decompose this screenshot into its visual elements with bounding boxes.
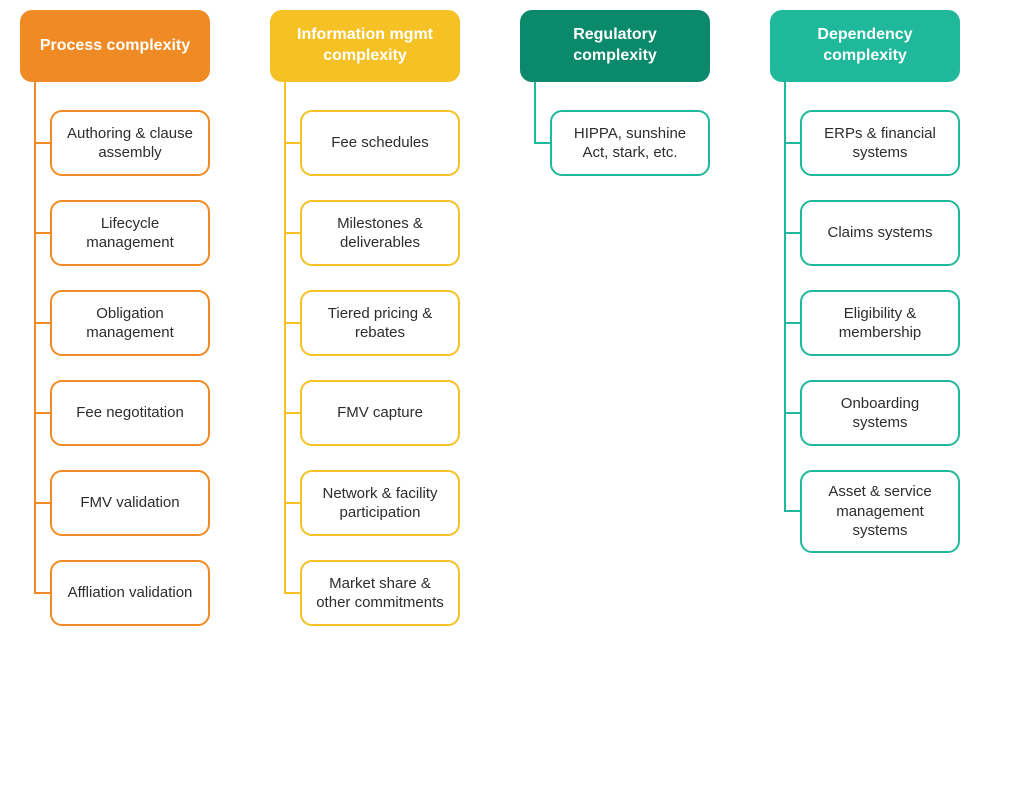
connector-horizontal xyxy=(36,322,52,324)
column-3: Dependency complexity ERPs & financial sy… xyxy=(770,10,960,626)
column-header: Process complexity xyxy=(20,10,210,82)
connector-vertical xyxy=(34,82,36,594)
column-header: Dependency complexity xyxy=(770,10,960,82)
column-header: Information mgmt complexity xyxy=(270,10,460,82)
connector-vertical xyxy=(284,82,286,594)
column-1: Information mgmt complexity Fee schedules… xyxy=(270,10,460,626)
connector-horizontal xyxy=(36,412,52,414)
connector-horizontal xyxy=(786,412,802,414)
connector-horizontal xyxy=(36,142,52,144)
column-2: Regulatory complexity HIPPA, sunshine Act… xyxy=(520,10,710,626)
connector-vertical xyxy=(784,82,786,512)
tree-item: Fee schedules xyxy=(300,110,460,176)
connector-vertical xyxy=(534,82,536,144)
connector-horizontal xyxy=(286,592,302,594)
tree-item: Lifecycle management xyxy=(50,200,210,266)
tree-item: Onboarding systems xyxy=(800,380,960,446)
column-header: Regulatory complexity xyxy=(520,10,710,82)
connector-horizontal xyxy=(286,142,302,144)
connector-horizontal xyxy=(786,322,802,324)
connector-horizontal xyxy=(36,502,52,504)
connector-horizontal xyxy=(536,142,552,144)
connector-horizontal xyxy=(36,232,52,234)
connector-horizontal xyxy=(786,142,802,144)
connector-horizontal xyxy=(786,232,802,234)
tree-item: Affliation validation xyxy=(50,560,210,626)
tree-item: Claims systems xyxy=(800,200,960,266)
tree-item: FMV capture xyxy=(300,380,460,446)
tree-item: Asset & service management systems xyxy=(800,470,960,553)
connector-horizontal xyxy=(786,510,802,512)
tree-item: Milestones & deliverables xyxy=(300,200,460,266)
tree-item: Authoring & clause assembly xyxy=(50,110,210,176)
connector-horizontal xyxy=(36,592,52,594)
column-children: ERPs & financial systems Claims systems El… xyxy=(770,110,960,553)
tree-item: Fee negotitation xyxy=(50,380,210,446)
tree-item: Network & facility participation xyxy=(300,470,460,536)
column-0: Process complexity Authoring & clause ass… xyxy=(20,10,210,626)
complexity-diagram: Process complexity Authoring & clause ass… xyxy=(20,10,1004,626)
tree-item: Obligation management xyxy=(50,290,210,356)
tree-item: ERPs & financial systems xyxy=(800,110,960,176)
column-children: Fee schedules Milestones & deliverables Ti… xyxy=(270,110,460,626)
tree-item: Tiered pricing & rebates xyxy=(300,290,460,356)
tree-item: FMV validation xyxy=(50,470,210,536)
column-children: Authoring & clause assembly Lifecycle man… xyxy=(20,110,210,626)
tree-item: Market share & other commitments xyxy=(300,560,460,626)
column-children: HIPPA, sunshine Act, stark, etc. xyxy=(520,110,710,176)
connector-horizontal xyxy=(286,412,302,414)
tree-item: HIPPA, sunshine Act, stark, etc. xyxy=(550,110,710,176)
connector-horizontal xyxy=(286,502,302,504)
connector-horizontal xyxy=(286,322,302,324)
connector-horizontal xyxy=(286,232,302,234)
tree-item: Eligibility & membership xyxy=(800,290,960,356)
